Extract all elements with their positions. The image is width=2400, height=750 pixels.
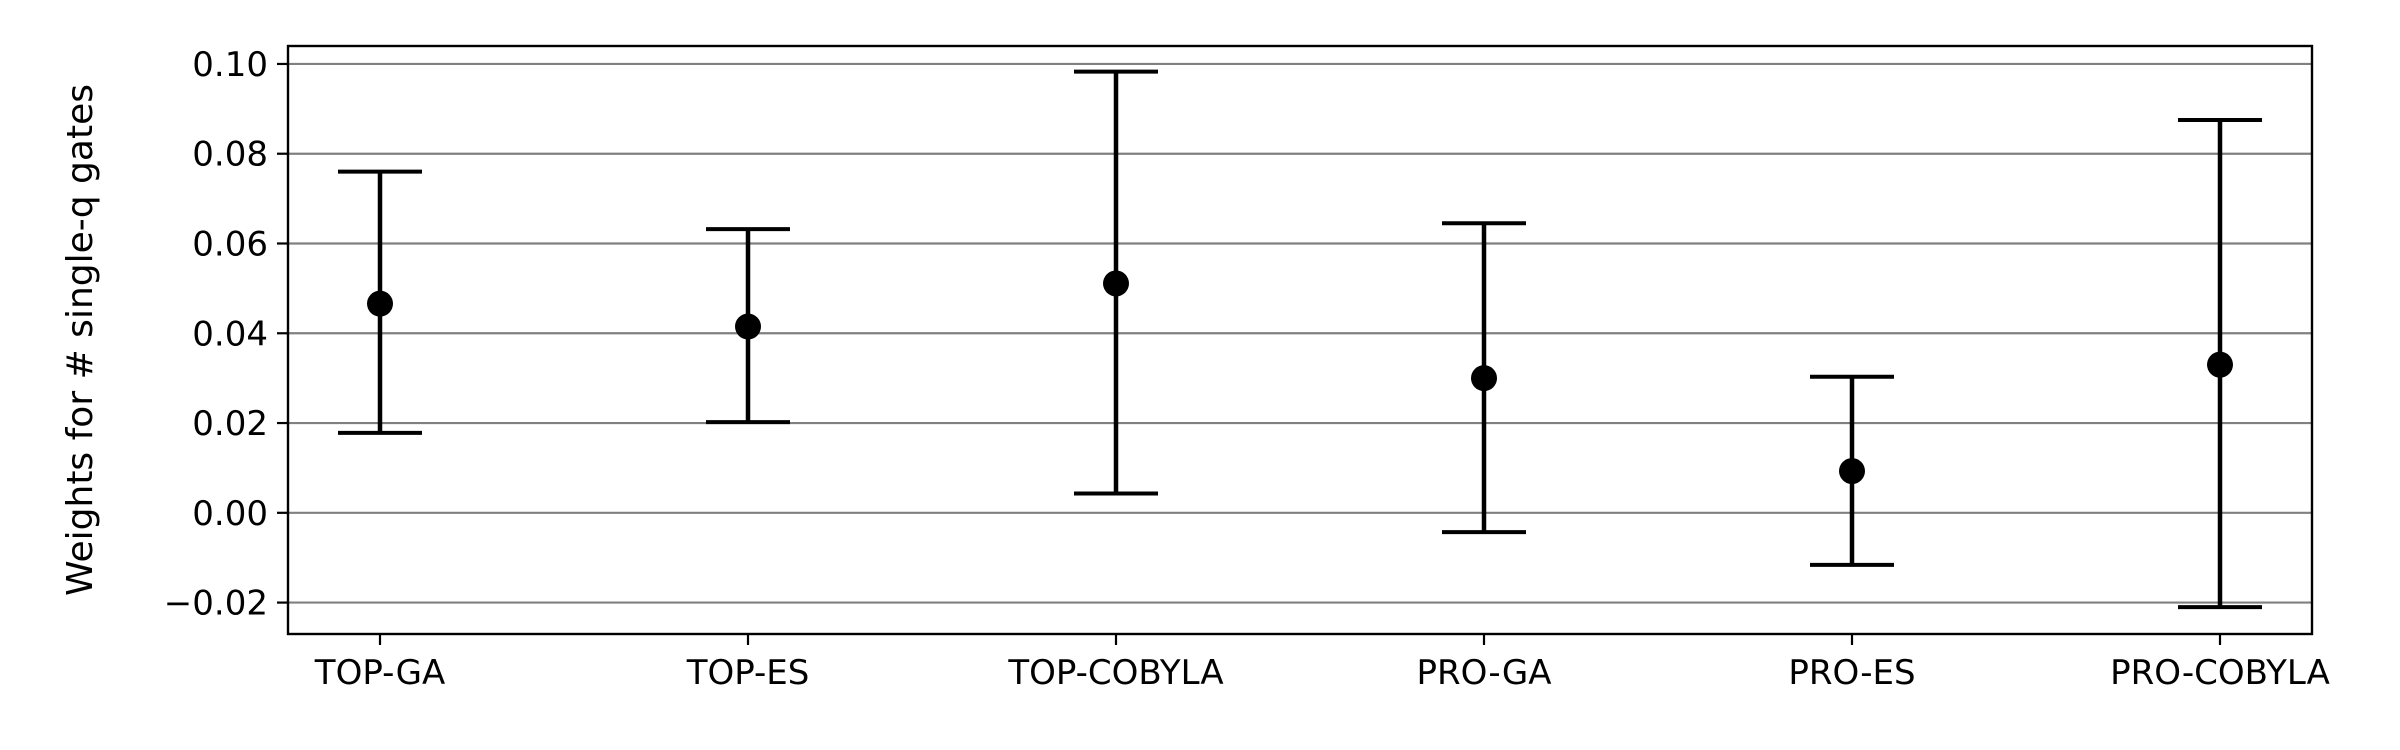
data-point bbox=[367, 290, 393, 317]
plot-frame bbox=[286, 44, 2314, 636]
y-tick-label: 0.04 bbox=[192, 314, 268, 354]
data-point bbox=[2207, 351, 2233, 378]
y-tick-label: 0.06 bbox=[192, 224, 268, 264]
x-tick-label: TOP-ES bbox=[686, 653, 810, 693]
data-point bbox=[735, 313, 761, 340]
y-tick-label: 0.02 bbox=[192, 404, 268, 444]
x-tick-label: PRO-ES bbox=[1788, 653, 1915, 693]
data-point bbox=[1839, 458, 1865, 485]
y-axis-ticks: −0.02 0.00 0.02 0.04 0.06 0.08 0.10 bbox=[164, 45, 288, 624]
error-bars bbox=[338, 69, 2262, 610]
grid-lines bbox=[288, 62, 2312, 604]
x-axis-ticks: TOP-GA TOP-ES TOP-COBYLA PRO-GA PRO-ES PRO-CO… bbox=[314, 634, 2330, 693]
data-points bbox=[367, 270, 2233, 485]
y-axis-title: Weights for # single-q gates bbox=[60, 84, 101, 596]
y-tick-label: 0.00 bbox=[192, 494, 268, 534]
y-tick-label: 0.10 bbox=[192, 45, 268, 85]
x-tick-label: TOP-COBYLA bbox=[1007, 653, 1223, 693]
y-tick-label: 0.08 bbox=[192, 135, 268, 175]
x-tick-label: PRO-GA bbox=[1417, 653, 1552, 693]
x-tick-label: TOP-GA bbox=[314, 653, 445, 693]
y-tick-label: −0.02 bbox=[164, 584, 268, 624]
data-point bbox=[1471, 365, 1497, 392]
x-tick-label: PRO-COBYLA bbox=[2110, 653, 2330, 693]
data-point bbox=[1103, 270, 1129, 297]
